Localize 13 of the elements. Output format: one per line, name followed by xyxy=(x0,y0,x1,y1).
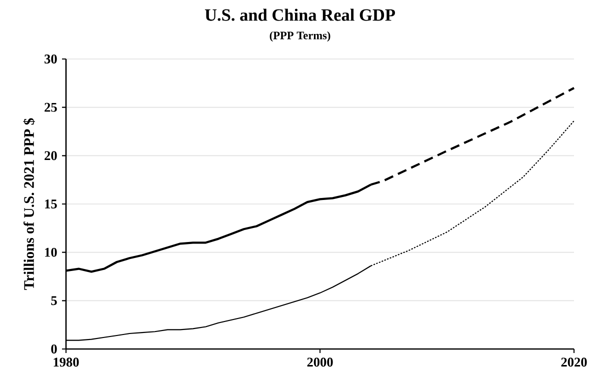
x-tick-label: 2020 xyxy=(561,358,587,367)
y-tick-label: 10 xyxy=(45,248,57,257)
y-axis-title: Trillions of U.S. 2021 PPP $ xyxy=(23,118,35,290)
y-tick-label: 0 xyxy=(51,344,57,354)
y-tick-label: 30 xyxy=(44,54,57,64)
y-tick-label: 15 xyxy=(45,200,57,208)
y-tick-label: 25 xyxy=(44,102,57,112)
chart-title: U.S. and China Real GDP xyxy=(204,8,395,21)
y-tick-label: 20 xyxy=(44,151,57,160)
y-tick-label: 5 xyxy=(51,296,57,306)
x-tick-label: 2000 xyxy=(307,358,333,367)
chart-subtitle: (PPP Terms) xyxy=(270,31,330,42)
x-tick-label: 1980 xyxy=(54,358,79,367)
